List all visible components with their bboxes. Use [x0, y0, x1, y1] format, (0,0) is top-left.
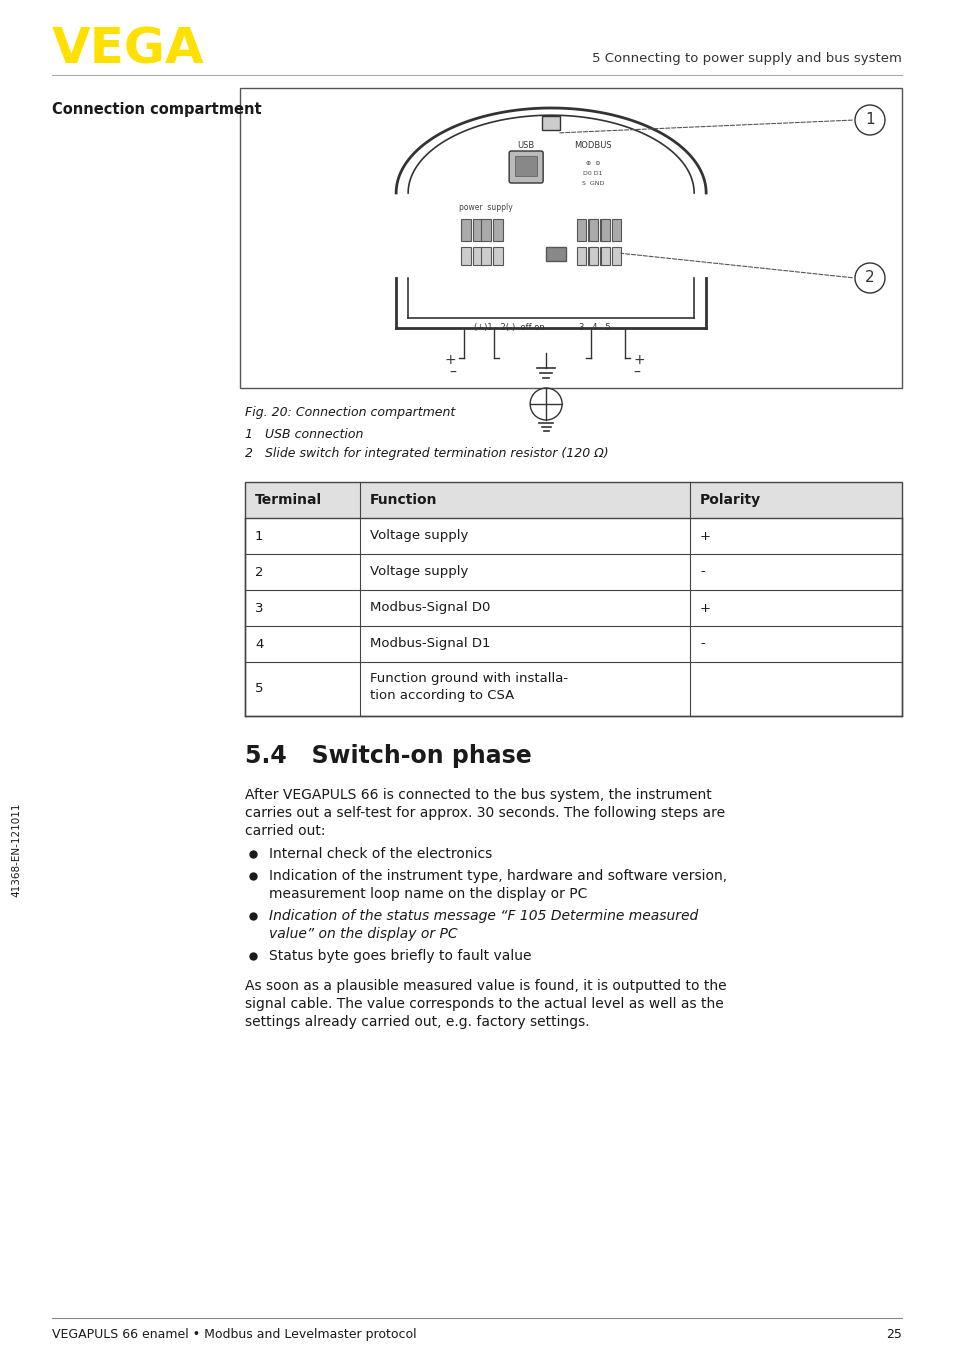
Text: signal cable. The value corresponds to the actual level as well as the: signal cable. The value corresponds to t…: [245, 997, 723, 1011]
Bar: [577, 246, 585, 265]
Text: (+)1   2(-)  off on: (+)1 2(-) off on: [474, 324, 544, 332]
Text: 2   Slide switch for integrated termination resistor (120 Ω): 2 Slide switch for integrated terminatio…: [245, 447, 608, 460]
Text: -: -: [700, 638, 704, 650]
Bar: [600, 246, 610, 265]
Text: S  GND: S GND: [581, 181, 603, 185]
Bar: [480, 246, 491, 265]
Text: measurement loop name on the display or PC: measurement loop name on the display or …: [269, 887, 587, 900]
Bar: [245, 482, 901, 716]
Text: 4: 4: [254, 638, 263, 650]
Bar: [545, 246, 565, 261]
Text: +: +: [700, 529, 710, 543]
Text: 1   USB connection: 1 USB connection: [245, 428, 363, 441]
Text: 2: 2: [864, 271, 874, 286]
Text: value” on the display or PC: value” on the display or PC: [269, 927, 457, 941]
Text: power  supply: power supply: [458, 203, 513, 213]
Bar: [473, 246, 482, 265]
Bar: [587, 219, 597, 241]
Text: Function: Function: [370, 493, 437, 506]
Text: ⊕  ⊖: ⊕ ⊖: [585, 161, 599, 167]
Bar: [541, 116, 559, 130]
Text: Modbus-Signal D1: Modbus-Signal D1: [370, 638, 490, 650]
Text: Status byte goes briefly to fault value: Status byte goes briefly to fault value: [269, 949, 531, 963]
Text: D0 D1: D0 D1: [583, 171, 602, 176]
Text: Connection compartment: Connection compartment: [52, 102, 261, 116]
Text: Indication of the status message “F 105 Determine measured: Indication of the status message “F 105 …: [269, 909, 698, 923]
Text: Voltage supply: Voltage supply: [370, 566, 468, 578]
Text: MODBUS: MODBUS: [574, 141, 611, 150]
Bar: [480, 219, 491, 241]
Bar: [600, 219, 610, 241]
Text: 2: 2: [254, 566, 263, 578]
Bar: [589, 219, 598, 241]
Text: 5.4   Switch-on phase: 5.4 Switch-on phase: [245, 743, 531, 768]
FancyBboxPatch shape: [509, 152, 542, 183]
Bar: [460, 219, 471, 241]
Bar: [612, 246, 620, 265]
Bar: [577, 219, 585, 241]
Text: 3   4   5: 3 4 5: [578, 324, 610, 332]
Text: +: +: [700, 601, 710, 615]
Text: +: +: [633, 353, 644, 367]
Text: Function ground with installa-: Function ground with installa-: [370, 672, 568, 685]
Bar: [515, 156, 537, 176]
Text: 25: 25: [885, 1328, 901, 1340]
Text: +: +: [444, 353, 456, 367]
Text: –: –: [449, 366, 456, 380]
Text: Fig. 20: Connection compartment: Fig. 20: Connection compartment: [245, 406, 455, 418]
Text: 1: 1: [864, 112, 874, 127]
Text: -: -: [700, 566, 704, 578]
Text: Indication of the instrument type, hardware and software version,: Indication of the instrument type, hardw…: [269, 869, 726, 883]
Text: Voltage supply: Voltage supply: [370, 529, 468, 543]
Text: 5: 5: [254, 682, 263, 696]
Bar: [473, 219, 482, 241]
Bar: [240, 88, 901, 389]
Bar: [599, 246, 609, 265]
Text: Terminal: Terminal: [254, 493, 322, 506]
Text: VEGAPULS 66 enamel • Modbus and Levelmaster protocol: VEGAPULS 66 enamel • Modbus and Levelmas…: [52, 1328, 416, 1340]
Text: 5 Connecting to power supply and bus system: 5 Connecting to power supply and bus sys…: [592, 51, 901, 65]
Text: 3: 3: [254, 601, 263, 615]
Text: carries out a self-test for approx. 30 seconds. The following steps are: carries out a self-test for approx. 30 s…: [245, 806, 724, 821]
Bar: [493, 219, 502, 241]
Text: After VEGAPULS 66 is connected to the bus system, the instrument: After VEGAPULS 66 is connected to the bu…: [245, 788, 711, 802]
Text: Internal check of the electronics: Internal check of the electronics: [269, 848, 492, 861]
Text: Modbus-Signal D0: Modbus-Signal D0: [370, 601, 490, 615]
Bar: [612, 219, 620, 241]
Text: VEGA: VEGA: [52, 24, 205, 73]
Bar: [589, 246, 598, 265]
Text: –: –: [633, 366, 639, 380]
Bar: [599, 219, 609, 241]
Bar: [493, 246, 502, 265]
Text: As soon as a plausible measured value is found, it is outputted to the: As soon as a plausible measured value is…: [245, 979, 726, 992]
Bar: [460, 246, 471, 265]
Text: Polarity: Polarity: [700, 493, 760, 506]
Text: carried out:: carried out:: [245, 825, 325, 838]
Text: USB: USB: [517, 141, 535, 150]
Text: tion according to CSA: tion according to CSA: [370, 689, 514, 701]
Bar: [245, 482, 901, 519]
Bar: [587, 246, 597, 265]
Text: 41368-EN-121011: 41368-EN-121011: [11, 803, 21, 898]
Text: 1: 1: [254, 529, 263, 543]
Text: settings already carried out, e.g. factory settings.: settings already carried out, e.g. facto…: [245, 1016, 589, 1029]
